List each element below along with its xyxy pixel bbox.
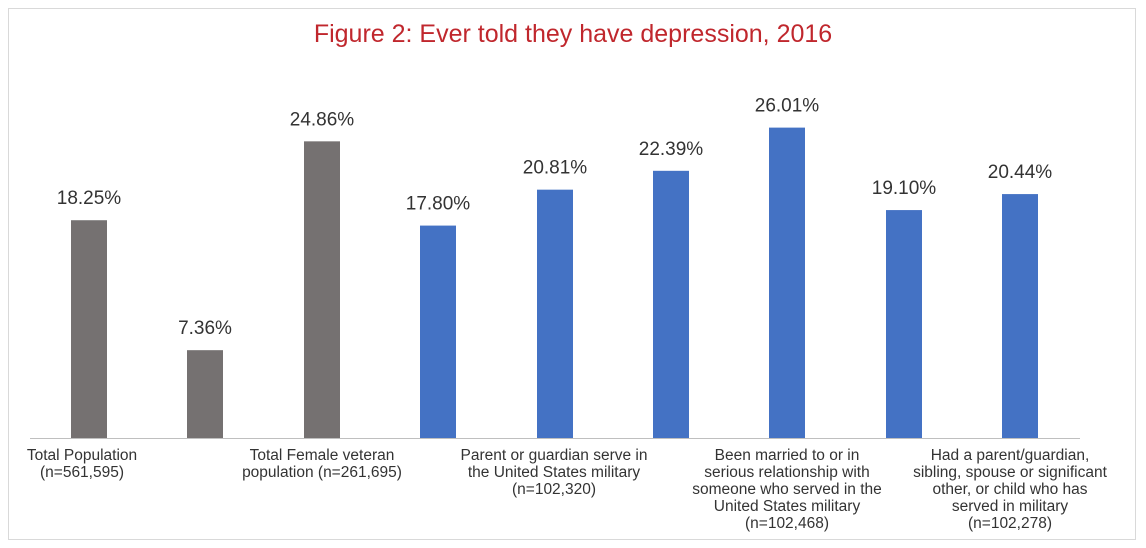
value-label-8: 19.10% — [872, 178, 937, 199]
value-label-9: 20.44% — [988, 162, 1053, 183]
bars-group — [71, 127, 1038, 438]
bar-4 — [420, 225, 456, 438]
value-label-3: 24.86% — [290, 109, 355, 130]
value-label-2: 7.36% — [178, 318, 232, 339]
bar-3 — [304, 141, 340, 438]
category-label-5: Had a parent/guardian, sibling, spouse or… — [913, 447, 1108, 532]
category-labels-group: Total Population (n=561,595) Total Female … — [27, 447, 1108, 532]
value-labels-group: 18.25% 7.36% 24.86% 17.80% 20.81% 22.39% 26.01… — [57, 96, 1053, 340]
value-label-6: 22.39% — [639, 139, 704, 160]
bar-1 — [71, 220, 107, 438]
bar-9 — [1002, 194, 1038, 438]
category-label-2: Total Female veteran population (n=261,69… — [242, 447, 402, 481]
bar-6 — [653, 170, 689, 438]
category-label-3: Parent or guardian serve in the United St… — [461, 447, 648, 498]
value-label-5: 20.81% — [523, 158, 588, 179]
chart-title: Figure 2: Ever told they have depression… — [313, 20, 833, 48]
bar-2 — [187, 350, 223, 438]
bar-5 — [537, 189, 573, 438]
value-label-1: 18.25% — [57, 188, 122, 209]
category-label-1: Total Population (n=561,595) — [27, 447, 137, 481]
value-label-4: 17.80% — [406, 194, 471, 215]
bar-8 — [886, 210, 922, 438]
category-label-4: Been married to or in serious relationshi… — [692, 447, 882, 532]
bar-7 — [769, 127, 805, 438]
value-label-7: 26.01% — [755, 96, 820, 117]
